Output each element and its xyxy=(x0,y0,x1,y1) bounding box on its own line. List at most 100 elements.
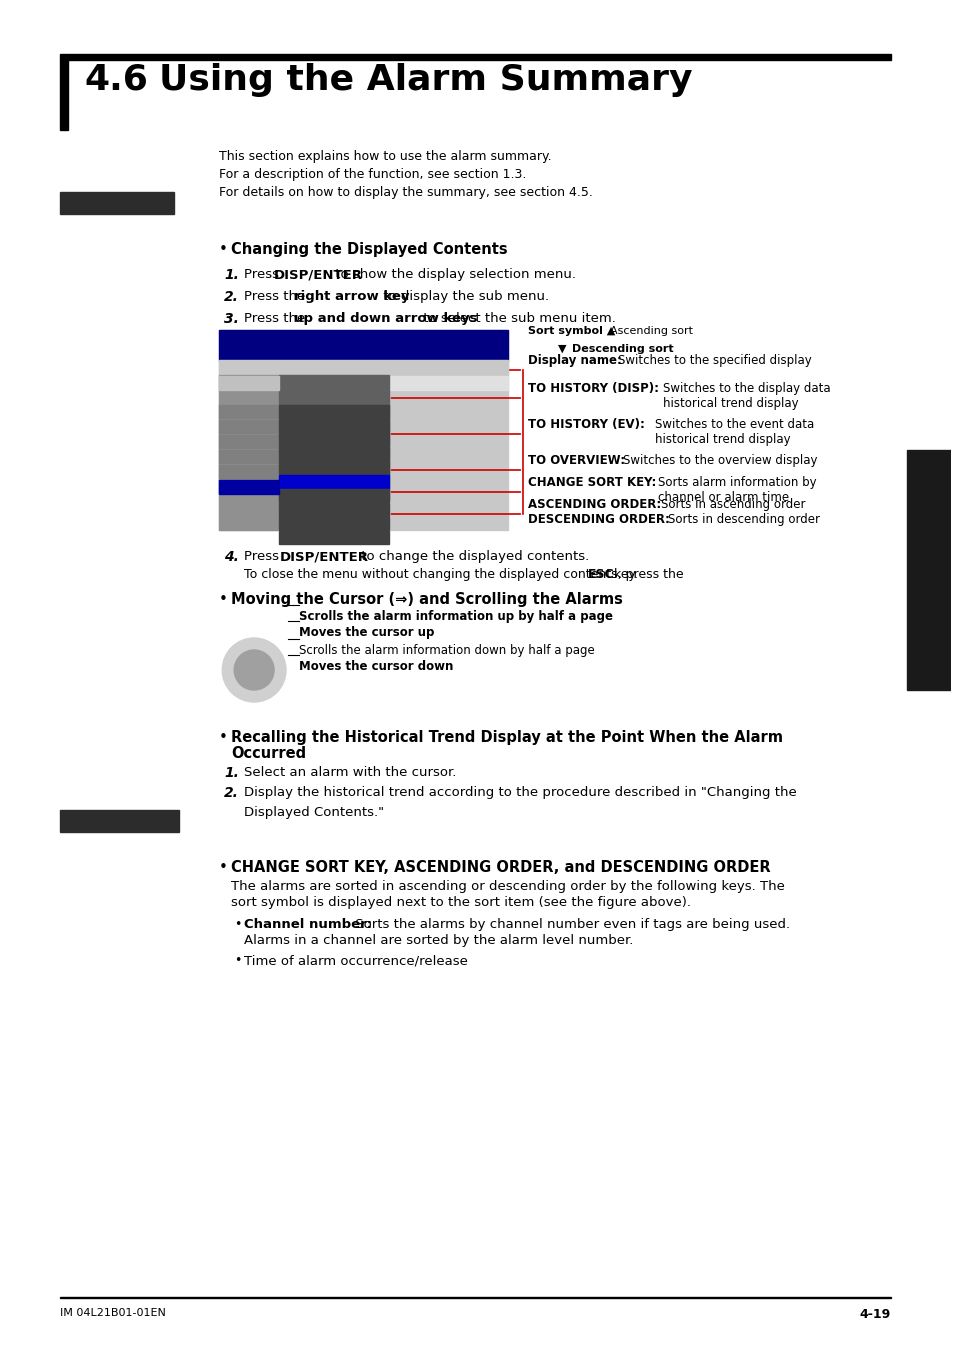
Text: CHANGE SORT KEY:: CHANGE SORT KEY: xyxy=(528,477,656,489)
Text: MEMORY SUMMARY: MEMORY SUMMARY xyxy=(282,437,322,441)
Text: Display the historical trend according to the procedure described in "Changing t: Display the historical trend according t… xyxy=(244,786,796,799)
Text: ESC: ESC xyxy=(243,381,254,386)
Text: 2.: 2. xyxy=(224,786,239,801)
Text: •: • xyxy=(219,593,228,608)
Bar xyxy=(278,375,388,500)
Text: Switches to the display data: Switches to the display data xyxy=(662,382,829,396)
Text: CHANGE SORT KEY: CHANGE SORT KEY xyxy=(282,521,325,526)
Text: TO HISTORY(EV): TO HISTORY(EV) xyxy=(282,493,322,498)
Bar xyxy=(219,405,278,418)
Text: Press: Press xyxy=(244,269,283,281)
Text: 4.6: 4.6 xyxy=(85,63,149,97)
Text: Select an alarm with the cursor.: Select an alarm with the cursor. xyxy=(244,765,456,779)
Text: Moves the cursor down: Moves the cursor down xyxy=(298,660,453,674)
Text: •: • xyxy=(219,730,228,745)
Text: The alarms are sorted in ascending or descending order by the following keys. Th: The alarms are sorted in ascending or de… xyxy=(231,880,784,892)
Text: ENTER: ENTER xyxy=(244,671,264,676)
Text: sort symbol is displayed next to the sort item (see the figure above).: sort symbol is displayed next to the sor… xyxy=(231,896,691,909)
Text: Sorts in descending order: Sorts in descending order xyxy=(667,513,819,526)
Bar xyxy=(219,464,278,479)
Bar xyxy=(60,192,174,215)
Bar xyxy=(219,481,278,494)
Text: Channel    Type  Alarm Time: Channel Type Alarm Time xyxy=(278,366,366,370)
Text: TO HISTORY(DISP): TO HISTORY(DISP) xyxy=(282,479,328,485)
Bar xyxy=(60,810,179,832)
Bar xyxy=(60,1296,890,1297)
Text: Recalling the Historical Trend Display at the Point When the Alarm: Recalling the Historical Trend Display a… xyxy=(231,730,782,745)
Text: Display name:: Display name: xyxy=(528,354,621,367)
Text: to display the sub menu.: to display the sub menu. xyxy=(378,290,549,302)
Text: REPORT DATA: REPORT DATA xyxy=(282,451,314,456)
Text: CHANGE SORT KEY, ASCENDING ORDER, and DESCENDING ORDER: CHANGE SORT KEY, ASCENDING ORDER, and DE… xyxy=(231,860,770,875)
Text: Sorts in ascending order: Sorts in ascending order xyxy=(660,498,804,512)
Text: Occurred: Occurred xyxy=(231,747,306,761)
Text: TO HISTORY (EV):: TO HISTORY (EV): xyxy=(528,418,644,431)
Bar xyxy=(906,450,950,690)
Text: •: • xyxy=(219,860,228,875)
Bar xyxy=(278,517,388,531)
Bar xyxy=(278,418,388,432)
Bar xyxy=(219,420,278,433)
Text: Switches to the specified display: Switches to the specified display xyxy=(618,354,811,367)
Text: Press the: Press the xyxy=(244,312,310,325)
Text: Moves the cursor up: Moves the cursor up xyxy=(298,626,434,639)
Text: DESCENDING ORDER:: DESCENDING ORDER: xyxy=(528,513,669,526)
Text: key.: key. xyxy=(609,568,638,580)
Text: up and down arrow keys: up and down arrow keys xyxy=(294,312,477,325)
Text: Switches to the event data: Switches to the event data xyxy=(654,418,813,431)
Bar xyxy=(219,375,278,531)
Text: 2011/07/15 09:28:21: 2011/07/15 09:28:21 xyxy=(223,352,294,358)
Bar xyxy=(278,405,388,418)
Text: to change the displayed contents.: to change the displayed contents. xyxy=(356,549,588,563)
Text: Sorts alarm information by: Sorts alarm information by xyxy=(657,477,816,489)
Bar xyxy=(219,435,278,450)
Bar xyxy=(219,360,508,375)
Circle shape xyxy=(233,649,274,690)
Text: For details on how to display the summary, see section 4.5.: For details on how to display the summar… xyxy=(219,186,593,198)
Bar xyxy=(219,481,278,494)
Text: 4-19: 4-19 xyxy=(859,1308,890,1322)
Text: 3.: 3. xyxy=(224,312,239,325)
Bar xyxy=(278,531,388,544)
Bar xyxy=(219,329,508,360)
Text: BAR: BAR xyxy=(245,455,253,459)
Text: INFOR-
MATION: INFOR- MATION xyxy=(240,482,257,493)
Text: TREND
HISTORY: TREND HISTORY xyxy=(239,421,259,432)
Bar xyxy=(219,329,508,531)
Bar xyxy=(278,460,388,474)
Circle shape xyxy=(222,639,286,702)
Text: •: • xyxy=(233,954,241,967)
Text: Time of alarm occurrence/release: Time of alarm occurrence/release xyxy=(244,954,468,967)
Text: 4: 4 xyxy=(918,466,938,494)
Text: Press: Press xyxy=(244,549,283,563)
Text: ALARM SUMMARY: ALARM SUMMARY xyxy=(282,409,319,414)
Text: historical trend display: historical trend display xyxy=(662,397,798,410)
Text: TREND: TREND xyxy=(242,409,256,414)
Text: IM 04L21B01-01EN: IM 04L21B01-01EN xyxy=(60,1308,166,1318)
Text: channel or alarm time: channel or alarm time xyxy=(657,491,788,504)
Text: Ascending sort: Ascending sort xyxy=(609,325,692,336)
Text: To close the menu without changing the displayed contents, press the: To close the menu without changing the d… xyxy=(244,568,687,580)
Text: Switches to the overview display: Switches to the overview display xyxy=(622,454,817,467)
Text: Scrolls the alarm information down by half a page: Scrolls the alarm information down by ha… xyxy=(298,644,594,657)
Bar xyxy=(60,54,890,59)
Text: For a description of the function, see section 1.3.: For a description of the function, see s… xyxy=(219,167,526,181)
Text: TO OVERVIEW:: TO OVERVIEW: xyxy=(528,454,624,467)
Text: Changing the Displayed Contents: Changing the Displayed Contents xyxy=(231,242,507,256)
Text: Scrolls the alarm information up by half a page: Scrolls the alarm information up by half… xyxy=(298,610,613,622)
Text: ALARM SUMMARY: ALARM SUMMARY xyxy=(223,340,283,350)
Text: •: • xyxy=(219,242,228,256)
Text: to select the sub menu item.: to select the sub menu item. xyxy=(418,312,616,325)
Text: TO HISTORY (DISP):: TO HISTORY (DISP): xyxy=(528,382,659,396)
Text: 4.: 4. xyxy=(224,549,239,564)
Bar xyxy=(278,433,388,446)
Text: •: • xyxy=(233,918,241,932)
Text: Alarms in a channel are sorted by the alarm level number.: Alarms in a channel are sorted by the al… xyxy=(244,934,633,946)
Bar xyxy=(278,504,388,516)
Text: ESC: ESC xyxy=(587,568,614,580)
Text: Descending sort: Descending sort xyxy=(572,344,673,354)
Text: Using the Alarm Summary: Using the Alarm Summary xyxy=(159,63,692,97)
Text: Displayed Contents.": Displayed Contents." xyxy=(244,806,384,819)
Bar xyxy=(278,447,388,460)
Text: DIGITAL: DIGITAL xyxy=(239,440,259,444)
